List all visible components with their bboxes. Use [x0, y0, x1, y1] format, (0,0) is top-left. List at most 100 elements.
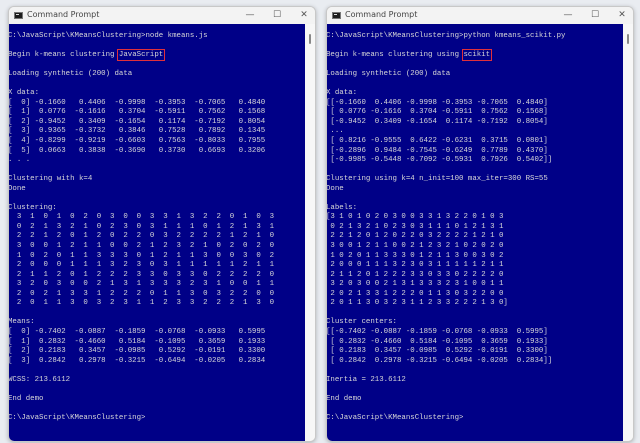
console-line: 2 0 0 0 1 1 1 3 2 3 0 3 1 1 1 1 1 2 1 1 — [327, 261, 504, 270]
maximize-button[interactable]: ☐ — [590, 10, 600, 20]
console-line: [ 1] 0.2832 -0.4660 0.5184 -0.1095 0.365… — [9, 337, 266, 346]
console-line: C:\JavaScript\KMeansClustering>node kmea… — [9, 32, 208, 40]
console-text: Begin k-means clustering — [9, 51, 119, 60]
console-line: 1 0 2 0 1 1 3 3 3 0 1 2 1 1 3 0 0 3 0 2 — [327, 251, 504, 260]
console-line — [9, 366, 274, 376]
console-line — [327, 366, 566, 376]
console-line: Labels: — [327, 203, 358, 212]
console-line: Means: — [9, 318, 35, 327]
console-line: ... — [327, 127, 344, 136]
console-line: [ 0.2832 -0.4660 0.5184 -0.1095 0.3659 0… — [327, 337, 548, 346]
console-line: Begin k-means clustering using scikit — [327, 49, 566, 62]
console-line: Clustering: — [9, 203, 57, 212]
console-line — [327, 80, 566, 90]
console-line: [ 5] 0.0663 0.3838 -0.3690 0.3730 0.6693… — [9, 146, 266, 155]
console-output[interactable]: C:\JavaScript\KMeansClustering>python km… — [327, 24, 623, 441]
console-line: 2 0 2 1 3 3 1 2 2 2 0 1 1 3 0 3 2 2 0 0 — [327, 289, 504, 298]
console-line: End demo — [327, 394, 362, 403]
console-line: 2 0 1 1 3 0 3 2 3 1 1 2 3 3 2 2 2 1 3 0] — [327, 299, 508, 308]
console-line — [9, 194, 274, 204]
console-output[interactable]: C:\JavaScript\KMeansClustering>node kmea… — [9, 24, 305, 441]
console-line: 3 2 0 3 0 0 2 1 3 1 3 3 3 2 3 1 0 0 1 1 — [327, 280, 504, 289]
window-title: Command Prompt — [345, 10, 418, 19]
console-line — [327, 166, 566, 176]
console-line: [ 0.2183 0.3457 -0.0985 0.5292 -0.0191 0… — [327, 347, 548, 356]
console-line: 1 0 2 0 1 1 3 3 3 0 1 2 1 1 3 0 0 3 0 2 — [9, 251, 275, 260]
console-line — [9, 61, 274, 71]
close-button[interactable]: ✕ — [618, 10, 626, 20]
scrollbar[interactable] — [623, 24, 633, 441]
console-line: [ 3] 0.2842 0.2978 -0.3215 -0.6494 -0.02… — [9, 356, 266, 365]
minimize-button[interactable]: — — [245, 10, 255, 20]
title-bar[interactable]: Command Prompt — ☐ ✕ — [9, 7, 315, 24]
minimize-button[interactable]: — — [563, 10, 573, 20]
cmd-app-icon — [332, 12, 341, 19]
console-line: [3 1 0 1 0 2 0 3 0 0 3 3 1 3 2 2 0 1 0 3 — [327, 213, 504, 222]
console-line: Clustering using k=4 n_init=100 max_iter… — [327, 175, 548, 184]
console-line — [327, 194, 566, 204]
console-line: 2 0 0 0 1 1 1 3 2 3 0 3 1 1 1 1 1 2 1 1 — [9, 261, 275, 270]
console-line: [ 1] 0.0776 -0.1616 0.3704 -0.5911 0.756… — [9, 108, 266, 117]
console-line — [327, 42, 566, 52]
console-text: Begin k-means clustering using — [327, 51, 464, 60]
console-lines: C:\JavaScript\KMeansClustering>node kmea… — [9, 32, 274, 423]
console-line: [ 0] -0.1660 0.4406 -0.9998 -0.3953 -0.7… — [9, 98, 266, 107]
console-line — [9, 42, 274, 52]
console-line — [327, 404, 566, 414]
command-prompt-window-right: Command Prompt — ☐ ✕ C:\JavaScript\KMean… — [326, 6, 634, 442]
console-line: Inertia = 213.6112 — [327, 375, 406, 384]
cmd-app-icon — [14, 12, 23, 19]
scrollbar[interactable] — [305, 24, 315, 441]
console-line: Cluster centers: — [327, 318, 397, 327]
console-line: [[-0.7402 -0.0887 -0.1859 -0.0768 -0.093… — [327, 327, 548, 336]
scrollbar-thumb[interactable] — [627, 34, 629, 44]
console-line: [ 0] -0.7402 -0.0887 -0.1859 -0.0768 -0.… — [9, 327, 266, 336]
console-line: 3 0 0 1 2 1 1 0 0 2 1 2 3 2 1 0 2 0 2 0 — [327, 242, 504, 251]
console-line — [327, 309, 566, 319]
console-line: 3 1 0 1 0 2 0 3 0 0 3 3 1 3 2 2 0 1 0 3 — [9, 213, 275, 222]
console-line — [327, 61, 566, 71]
console-line: Clustering with k=4 — [9, 175, 93, 184]
console-line: 3 2 0 3 0 0 2 1 3 1 3 3 3 2 3 1 0 0 1 1 — [9, 280, 275, 289]
console-line: X data: — [327, 89, 358, 98]
console-line: 2 2 1 2 0 1 2 0 2 2 0 3 2 2 2 2 1 2 1 0 — [9, 232, 275, 241]
console-line: 2 0 1 1 3 0 3 2 3 1 1 2 3 3 2 2 2 1 3 0 — [9, 299, 275, 308]
console-line: [[-0.1660 0.4406 -0.9998 -0.3953 -0.7065… — [327, 98, 548, 107]
console-line — [9, 166, 274, 176]
console-line: 2 1 1 2 0 1 2 2 2 3 3 0 3 3 0 2 2 2 2 0 — [327, 270, 504, 279]
console-line: . . . — [9, 156, 31, 165]
maximize-button[interactable]: ☐ — [272, 10, 282, 20]
highlighted-text: JavaScript — [116, 49, 166, 62]
console-line: Loading synthetic (200) data — [9, 70, 133, 79]
console-line: [ 0.8216 -0.9555 0.6422 -0.6231 0.3715 0… — [327, 137, 548, 146]
console-line: C:\JavaScript\KMeansClustering> — [9, 413, 146, 422]
console-line — [9, 80, 274, 90]
window-title: Command Prompt — [27, 10, 100, 19]
console-lines: C:\JavaScript\KMeansClustering>python km… — [327, 32, 566, 423]
console-line — [327, 385, 566, 395]
console-line: Done — [9, 184, 26, 193]
console-line: End demo — [9, 394, 44, 403]
highlighted-text: scikit — [461, 49, 493, 62]
console-line — [9, 309, 274, 319]
command-prompt-window-left: Command Prompt — ☐ ✕ C:\JavaScript\KMean… — [8, 6, 316, 442]
console-line: Done — [327, 184, 344, 193]
console-line: [-0.2896 0.9484 -0.7545 -0.6249 0.7789 0… — [327, 146, 548, 155]
console-line: [ 2] 0.2183 0.3457 -0.0985 0.5292 -0.019… — [9, 347, 266, 356]
console-line: [ 0.0776 -0.1616 0.3704 -0.5911 0.7562 0… — [327, 108, 548, 117]
console-line: 0 2 1 3 2 1 0 2 3 0 3 1 1 1 0 1 2 1 3 1 — [9, 222, 275, 231]
console-line: 3 0 0 1 2 1 1 0 0 2 1 2 3 2 1 0 2 0 2 0 — [9, 242, 275, 251]
console-line: Loading synthetic (200) data — [327, 70, 451, 79]
console-line — [9, 404, 274, 414]
close-button[interactable]: ✕ — [300, 10, 308, 20]
console-line: 2 2 1 2 0 1 2 0 2 2 0 3 2 2 2 2 1 2 1 0 — [327, 232, 504, 241]
console-line: [ 3] 0.9365 -0.3732 0.3846 0.7528 0.7892… — [9, 127, 266, 136]
console-line: 0 2 1 3 2 1 0 2 3 0 3 1 1 1 0 1 2 1 3 1 — [327, 222, 504, 231]
scrollbar-thumb[interactable] — [309, 34, 311, 44]
console-line: WCSS: 213.6112 — [9, 375, 71, 384]
console-line: [ 0.2842 0.2978 -0.3215 -0.6494 -0.0205 … — [327, 356, 553, 365]
title-bar[interactable]: Command Prompt — ☐ ✕ — [327, 7, 633, 24]
console-line — [9, 385, 274, 395]
console-line: X data: — [9, 89, 40, 98]
console-line: Begin k-means clustering JavaScript — [9, 49, 274, 62]
